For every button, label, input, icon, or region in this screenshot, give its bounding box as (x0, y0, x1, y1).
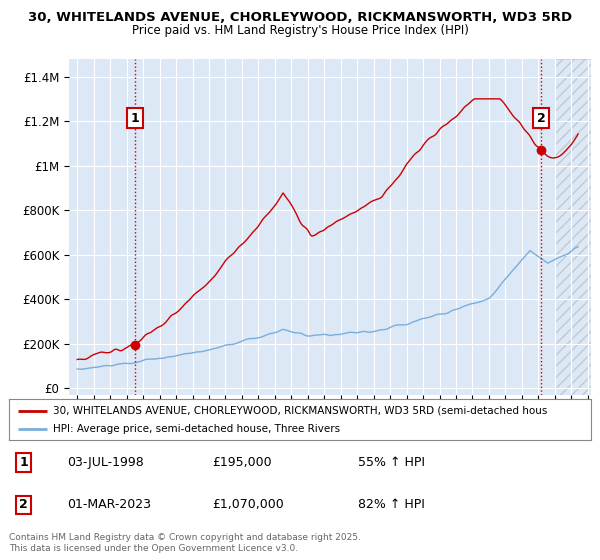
Text: 30, WHITELANDS AVENUE, CHORLEYWOOD, RICKMANSWORTH, WD3 5RD: 30, WHITELANDS AVENUE, CHORLEYWOOD, RICK… (28, 11, 572, 24)
Text: 03-JUL-1998: 03-JUL-1998 (67, 456, 144, 469)
Text: 1: 1 (19, 456, 28, 469)
Text: HPI: Average price, semi-detached house, Three Rivers: HPI: Average price, semi-detached house,… (53, 424, 340, 434)
Text: 55% ↑ HPI: 55% ↑ HPI (358, 456, 425, 469)
Text: Contains HM Land Registry data © Crown copyright and database right 2025.
This d: Contains HM Land Registry data © Crown c… (9, 533, 361, 553)
Text: £195,000: £195,000 (212, 456, 272, 469)
Text: 1: 1 (130, 111, 139, 124)
Text: 82% ↑ HPI: 82% ↑ HPI (358, 498, 425, 511)
Text: 2: 2 (19, 498, 28, 511)
Text: £1,070,000: £1,070,000 (212, 498, 284, 511)
Bar (555, 59, 591, 395)
Text: 01-MAR-2023: 01-MAR-2023 (67, 498, 151, 511)
Text: Price paid vs. HM Land Registry's House Price Index (HPI): Price paid vs. HM Land Registry's House … (131, 24, 469, 36)
Text: 2: 2 (537, 111, 545, 124)
Text: 30, WHITELANDS AVENUE, CHORLEYWOOD, RICKMANSWORTH, WD3 5RD (semi-detached hous: 30, WHITELANDS AVENUE, CHORLEYWOOD, RICK… (53, 405, 547, 416)
